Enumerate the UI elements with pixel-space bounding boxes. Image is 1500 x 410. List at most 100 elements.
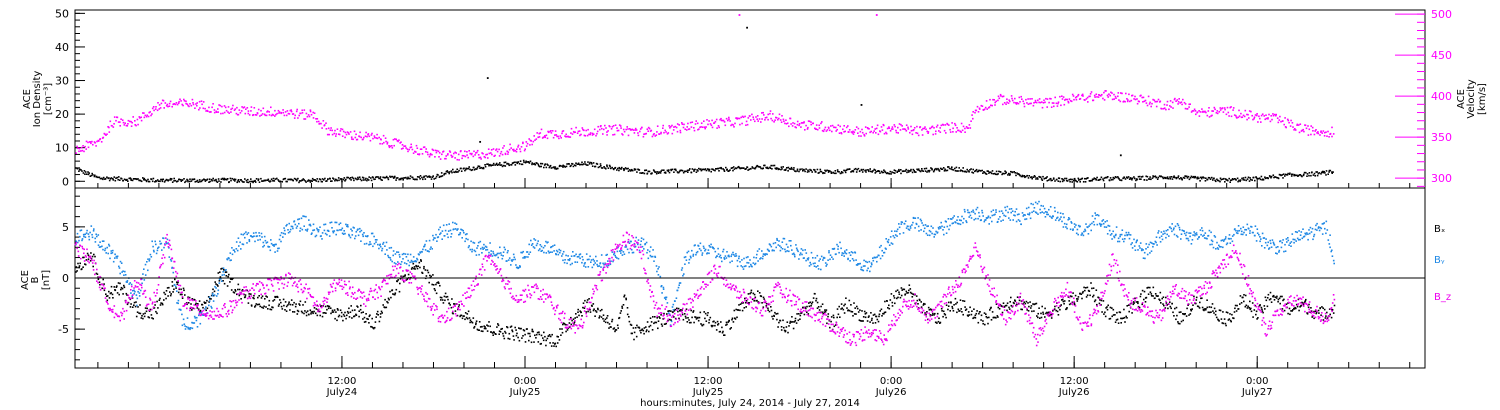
density-point bbox=[1102, 178, 1104, 180]
bx-point bbox=[553, 345, 555, 347]
bx-point bbox=[643, 327, 646, 329]
bx-point bbox=[704, 312, 707, 315]
bx-point bbox=[1205, 308, 1207, 310]
by-point bbox=[85, 232, 88, 234]
bx-point bbox=[688, 321, 691, 324]
density-point bbox=[1235, 179, 1237, 181]
velocity-point bbox=[723, 121, 726, 123]
velocity-point bbox=[210, 111, 212, 113]
bx-point bbox=[608, 323, 611, 325]
bx-point bbox=[537, 341, 540, 343]
bx-point bbox=[169, 291, 171, 293]
by-point bbox=[344, 232, 346, 235]
density-point bbox=[880, 170, 883, 173]
bx-point bbox=[333, 309, 336, 311]
density-point bbox=[136, 178, 138, 181]
bx-point bbox=[464, 318, 466, 321]
bx-point bbox=[1279, 302, 1281, 305]
by-point bbox=[154, 240, 156, 243]
velocity-point bbox=[520, 146, 523, 148]
density-point bbox=[274, 178, 277, 180]
by-point bbox=[343, 230, 345, 232]
bx-point bbox=[674, 308, 676, 311]
bx-point bbox=[626, 313, 629, 316]
velocity-point bbox=[180, 100, 182, 102]
bx-point bbox=[1331, 309, 1334, 311]
bx-point bbox=[975, 312, 978, 315]
velocity-point bbox=[139, 117, 141, 119]
density-point bbox=[732, 169, 734, 172]
density-point bbox=[541, 162, 544, 165]
density-point bbox=[1103, 177, 1106, 179]
density-point bbox=[361, 176, 364, 179]
by-point bbox=[136, 304, 138, 307]
bx-point bbox=[812, 297, 815, 299]
velocity-point bbox=[1191, 110, 1194, 112]
by-point bbox=[328, 235, 331, 237]
bx-point bbox=[722, 330, 724, 333]
velocity-point bbox=[1144, 99, 1147, 102]
bx-point bbox=[311, 310, 314, 313]
bx-point bbox=[815, 297, 818, 300]
bx-point bbox=[757, 301, 759, 303]
by-point bbox=[238, 245, 240, 247]
velocity-point bbox=[515, 150, 518, 153]
velocity-point bbox=[1285, 126, 1287, 129]
density-point bbox=[215, 178, 217, 181]
bx-point bbox=[351, 317, 353, 319]
bx-point bbox=[240, 298, 242, 300]
bx-point bbox=[560, 334, 562, 336]
bx-point bbox=[446, 295, 449, 298]
bx-point bbox=[469, 321, 471, 324]
velocity-point bbox=[806, 128, 809, 130]
density-point bbox=[200, 180, 203, 183]
density-point bbox=[1236, 177, 1239, 180]
by-point bbox=[315, 234, 318, 237]
bx-point bbox=[862, 320, 864, 322]
velocity-point bbox=[1089, 95, 1091, 98]
density-point bbox=[168, 179, 170, 181]
velocity-point bbox=[678, 124, 680, 126]
bx-point bbox=[78, 266, 80, 269]
density-point bbox=[1128, 178, 1131, 180]
bx-point bbox=[326, 305, 329, 307]
velocity-point bbox=[458, 159, 460, 161]
bx-point bbox=[126, 303, 129, 306]
density-point bbox=[1054, 180, 1056, 182]
velocity-point bbox=[894, 125, 896, 128]
velocity-point bbox=[664, 129, 666, 132]
velocity-point bbox=[627, 134, 630, 137]
bx-point bbox=[504, 332, 507, 334]
bx-point bbox=[1210, 306, 1213, 309]
velocity-point bbox=[1289, 125, 1292, 127]
bx-point bbox=[84, 263, 86, 265]
velocity-point bbox=[794, 126, 796, 128]
density-point bbox=[619, 167, 621, 170]
velocity-point bbox=[1145, 102, 1148, 104]
by-point bbox=[349, 236, 352, 239]
velocity-point bbox=[1008, 99, 1010, 101]
bx-point bbox=[1083, 286, 1085, 289]
velocity-point bbox=[1142, 96, 1145, 99]
bx-point bbox=[825, 309, 828, 311]
bx-point bbox=[335, 311, 337, 313]
velocity-point bbox=[410, 146, 413, 148]
density-point bbox=[752, 167, 754, 169]
bx-point bbox=[604, 321, 607, 324]
velocity-point bbox=[457, 153, 460, 156]
density-point bbox=[834, 170, 837, 172]
velocity-point bbox=[580, 133, 582, 136]
velocity-point bbox=[1128, 93, 1130, 96]
bx-point bbox=[876, 318, 879, 321]
velocity-point bbox=[903, 128, 906, 130]
bx-point bbox=[867, 316, 870, 318]
bx-point bbox=[1222, 322, 1225, 325]
bx-point bbox=[348, 316, 351, 318]
density-point bbox=[874, 169, 877, 171]
bx-point bbox=[1283, 309, 1286, 312]
velocity-point bbox=[745, 120, 748, 123]
density-point bbox=[711, 168, 713, 170]
bx-point bbox=[423, 267, 425, 270]
velocity-point bbox=[927, 132, 929, 134]
density-point bbox=[151, 180, 154, 183]
